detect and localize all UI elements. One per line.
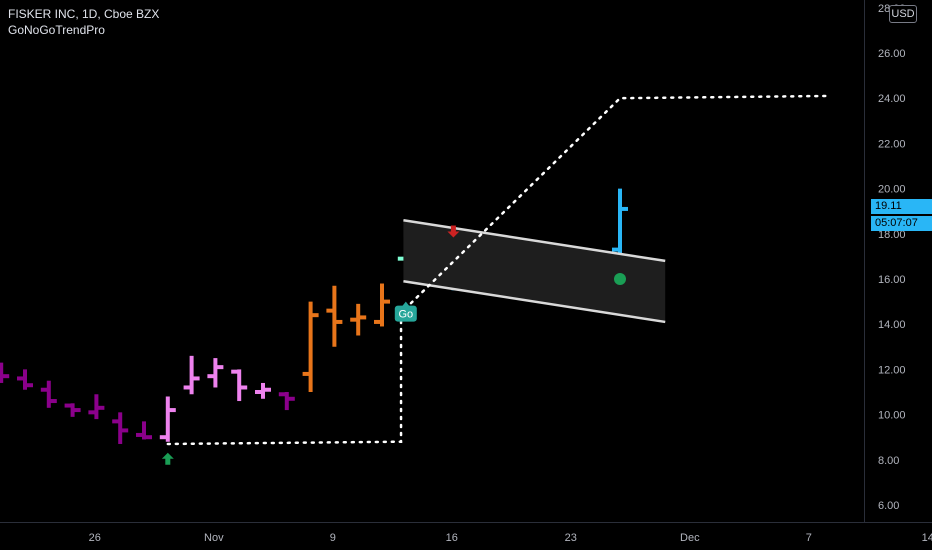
ohlc-bar <box>0 362 10 383</box>
go-label-pointer <box>401 301 410 307</box>
currency-button[interactable]: USD <box>889 5 917 23</box>
time-axis[interactable]: 26 Nov 9 16 23 Dec 7 14 <box>89 532 932 544</box>
time-tick-label: 26 <box>89 532 101 544</box>
price-tick-label: 26.00 <box>878 48 906 60</box>
channel-upper-line <box>403 219 666 263</box>
time-tick-label: Dec <box>680 532 700 544</box>
go-label-box <box>394 305 417 322</box>
ohlc-bar <box>231 369 248 402</box>
ohlc-bar <box>326 285 343 347</box>
go-label-text: Go <box>398 309 413 321</box>
down-arrow-icon <box>447 225 460 238</box>
ohlc-bar <box>183 355 200 395</box>
bar-countdown-tag: 05:07:07 <box>871 216 932 231</box>
chart-legend: FISKER INC, 1D, Cboe BZX GoNoGoTrendPro <box>8 6 159 38</box>
ohlc-bar <box>112 412 129 444</box>
price-tick-label: 6.00 <box>878 500 899 512</box>
time-tick-label: 23 <box>565 532 577 544</box>
signal-circle-icon <box>614 273 626 285</box>
price-tick-label: 14.00 <box>878 319 906 331</box>
indicator-title[interactable]: GoNoGoTrendPro <box>8 23 105 37</box>
ohlc-bar <box>40 380 57 408</box>
ohlc-bar <box>64 403 81 417</box>
ohlc-bar <box>136 421 152 440</box>
time-tick-label: 14 <box>922 532 932 544</box>
go-signal-label: Go <box>394 301 417 322</box>
ohlc-bar <box>255 382 271 399</box>
ohlc-bar <box>350 303 367 336</box>
ohlc-bar <box>159 396 176 442</box>
ohlc-bar <box>17 369 33 390</box>
price-tick-label: 8.00 <box>878 455 899 467</box>
time-tick-label: Nov <box>204 532 224 544</box>
price-tick-label: 20.00 <box>878 184 906 196</box>
price-tick-label: 18.00 <box>878 229 906 241</box>
price-tick-label: 22.00 <box>878 138 906 150</box>
ohlc-bar <box>278 392 295 411</box>
overlays: Go <box>161 94 831 465</box>
time-tick-label: 9 <box>330 532 336 544</box>
price-tick-label: 10.00 <box>878 410 906 422</box>
up-arrow-icon <box>161 452 174 465</box>
ohlc-bar <box>88 394 105 420</box>
ohlc-bar <box>374 283 390 327</box>
ohlc-bar <box>207 358 224 388</box>
price-tick-label: 12.00 <box>878 364 906 376</box>
ohlc-bar <box>612 188 628 261</box>
price-axis[interactable]: 6.00 8.00 10.00 12.00 14.00 16.00 18.00 20.00 22… <box>878 3 906 512</box>
channel-lower-line <box>403 280 666 324</box>
price-tick-label: 16.00 <box>878 274 906 286</box>
ohlc-bar <box>302 301 319 392</box>
time-tick-label: 7 <box>806 532 812 544</box>
time-tick-label: 16 <box>446 532 458 544</box>
price-tick-label: 24.00 <box>878 93 906 105</box>
symbol-title[interactable]: FISKER INC, 1D, Cboe BZX <box>8 7 160 21</box>
last-price-tag: 19.11 <box>871 199 932 214</box>
